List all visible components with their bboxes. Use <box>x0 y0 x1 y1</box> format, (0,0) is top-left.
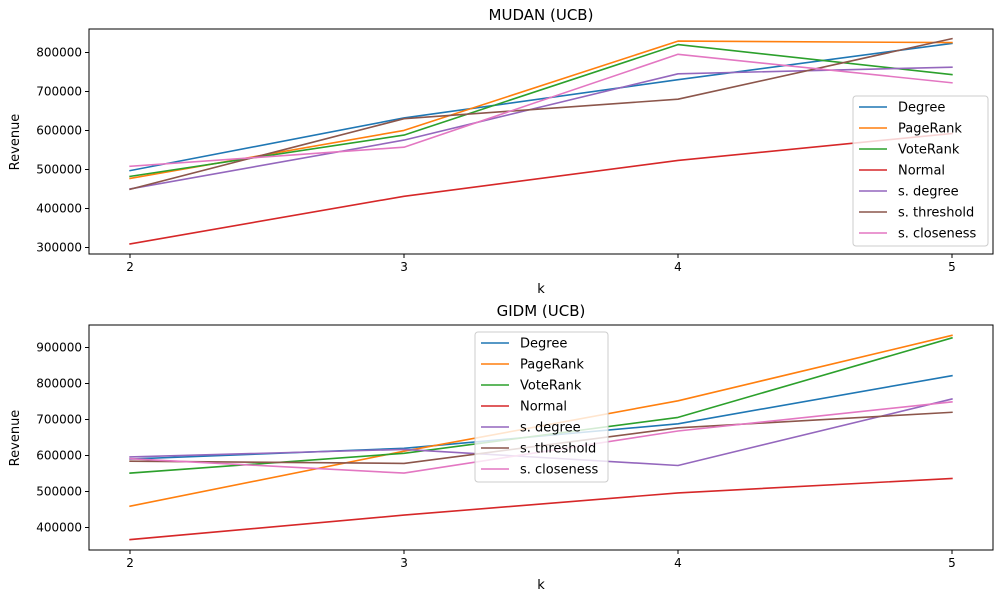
x-tick-label: 4 <box>674 260 682 274</box>
series-layer <box>129 37 953 245</box>
legend-label: s. closeness <box>898 227 977 242</box>
legend-frame <box>474 331 609 483</box>
x-axis-label: k <box>537 282 545 297</box>
legend-label: s. threshold <box>898 206 974 221</box>
series-line-s-closeness <box>129 53 953 168</box>
y-tick-label: 800000 <box>36 45 82 59</box>
series-line-degree <box>129 42 953 172</box>
y-axis-label: Revenue <box>8 410 23 467</box>
y-tick-label: 600000 <box>36 123 82 137</box>
y-tick-label: 400000 <box>36 201 82 215</box>
chart-title: MUDAN (UCB) <box>489 6 594 24</box>
series-line-normal <box>129 132 953 245</box>
legend-label: s. degree <box>898 185 959 200</box>
series-line-normal <box>129 477 953 541</box>
y-tick-label: 300000 <box>36 240 82 254</box>
y-tick-label: 700000 <box>36 413 82 427</box>
y-tick-label: 500000 <box>36 484 82 498</box>
x-tick-label: 4 <box>674 556 682 570</box>
legend-label: s. closeness <box>520 463 599 478</box>
legend-label: s. degree <box>520 421 581 436</box>
series-line-voterank <box>129 43 953 178</box>
series-line-s-degree <box>129 66 953 190</box>
legend: Degree PageRank VoteRank Normal s. degree s. … <box>852 95 989 247</box>
y-tick-label: 900000 <box>36 341 82 355</box>
chart-panel-mudan: MUDAN (UCB) k Revenue 2 3 4 5 300000 400000 50… <box>8 6 994 297</box>
legend-label: Degree <box>520 337 567 352</box>
y-axis-label: Revenue <box>8 114 23 171</box>
x-tick-label: 5 <box>948 556 956 570</box>
y-tick-label: 400000 <box>36 520 82 534</box>
legend-label: VoteRank <box>520 379 582 394</box>
plot-frame <box>88 28 994 255</box>
y-tick-label: 500000 <box>36 162 82 176</box>
legend-label: s. threshold <box>520 442 596 457</box>
y-tick-label: 800000 <box>36 377 82 391</box>
x-tick-label: 5 <box>948 260 956 274</box>
y-tick-label: 700000 <box>36 84 82 98</box>
x-tick-label: 2 <box>126 260 134 274</box>
legend-label: Normal <box>520 400 567 415</box>
x-tick-label: 3 <box>400 260 408 274</box>
legend-label: PageRank <box>520 358 584 373</box>
legend-label: PageRank <box>898 122 962 137</box>
y-tick-label: 600000 <box>36 448 82 462</box>
x-tick-label: 2 <box>126 556 134 570</box>
x-tick-label: 3 <box>400 556 408 570</box>
legend-label: Normal <box>898 164 945 179</box>
axes-layer: 2 3 4 5 300000 400000 500000 600000 700000 800000 <box>36 45 956 274</box>
chart-panel-gidm: GIDM (UCB) k Revenue 2 3 4 5 400000 500000 600… <box>8 302 994 593</box>
legend-label: Degree <box>898 101 945 116</box>
x-axis-label: k <box>537 578 545 593</box>
axes-layer: 2 3 4 5 400000 500000 600000 700000 800000 900000 <box>36 341 956 570</box>
legend: Degree PageRank VoteRank Normal s. degree s. … <box>474 331 609 483</box>
legend-frame <box>852 95 989 247</box>
legend-label: VoteRank <box>898 143 960 158</box>
plot-frame <box>88 324 994 551</box>
chart-title: GIDM (UCB) <box>497 302 586 320</box>
